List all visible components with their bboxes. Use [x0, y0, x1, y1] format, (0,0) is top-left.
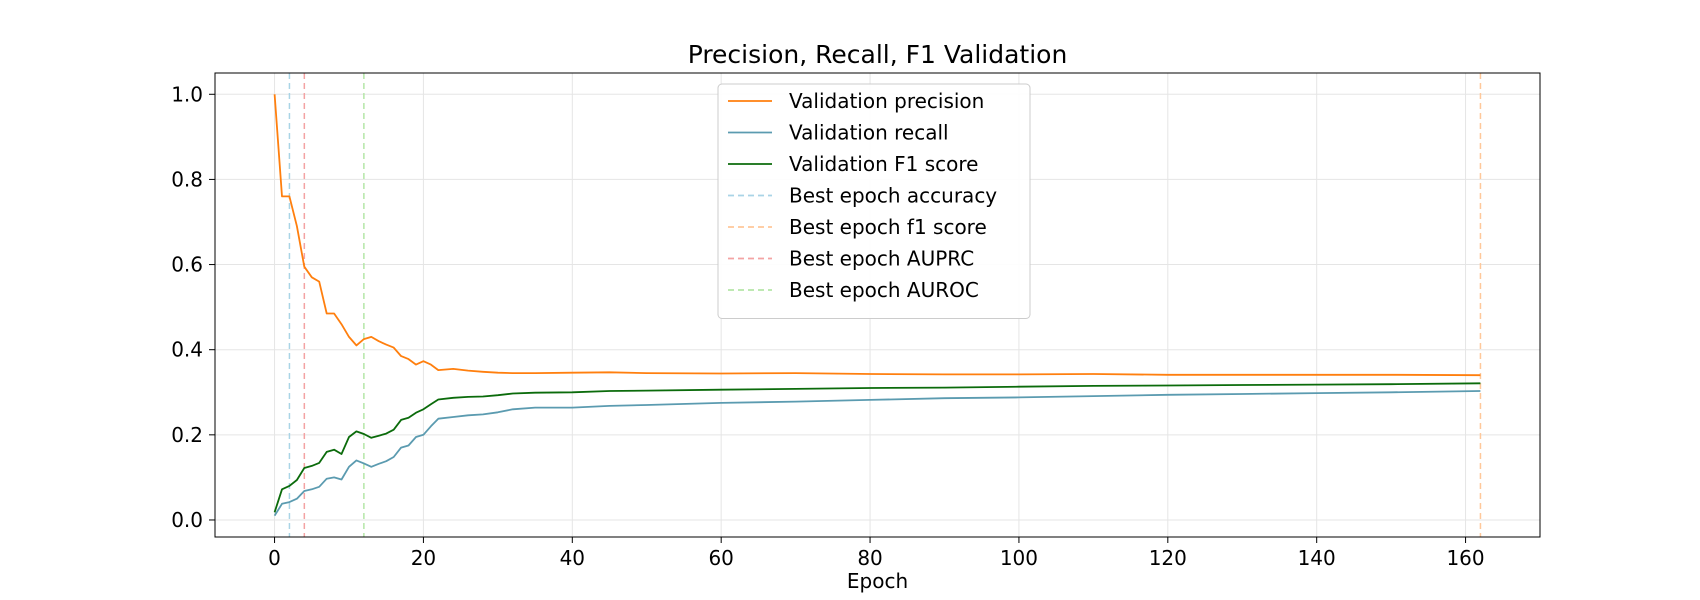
x-tick-label: 80: [857, 546, 882, 570]
x-tick-label: 60: [708, 546, 733, 570]
legend-label: Best epoch accuracy: [789, 184, 997, 208]
legend-label: Validation F1 score: [789, 152, 978, 176]
plot-frame: [214, 72, 1541, 538]
y-tick-label: 0.2: [171, 423, 203, 447]
series-line-validation-precision: [273, 94, 1481, 377]
chart-title: Precision, Recall, F1 Validation: [688, 40, 1068, 69]
legend-label: Best epoch AUPRC: [789, 247, 974, 271]
x-tick-label: 160: [1446, 546, 1484, 570]
legend-box: [717, 83, 1031, 319]
x-tick-label: 120: [1149, 546, 1187, 570]
legend-label: Validation recall: [789, 121, 949, 145]
legend: Validation precision Validation recall Val…: [717, 83, 1031, 319]
series-line-validation-recall: [273, 390, 1481, 517]
y-axis-ticks: 0.0 0.2 0.4 0.6 0.8 1.0: [171, 82, 215, 532]
legend-label: Best epoch f1 score: [789, 215, 987, 239]
x-tick-label: 140: [1298, 546, 1336, 570]
y-tick-label: 0.0: [171, 508, 203, 532]
x-tick-label: 20: [411, 546, 436, 570]
x-tick-label: 0: [268, 546, 281, 570]
y-tick-label: 0.8: [171, 167, 203, 191]
x-axis-ticks: 0 20 40 60 80 100 120 140 160: [268, 537, 1485, 570]
y-tick-label: 0.6: [171, 253, 203, 277]
vertical-lines: [288, 73, 1482, 537]
series-line-validation-f1-score: [273, 382, 1481, 513]
legend-label: Validation precision: [789, 89, 984, 113]
x-axis-label: Epoch: [847, 569, 908, 593]
series-lines: [273, 94, 1481, 517]
y-tick-label: 0.4: [171, 338, 203, 362]
y-tick-label: 1.0: [171, 82, 203, 106]
legend-label: Best epoch AUROC: [789, 278, 979, 302]
x-tick-label: 100: [1000, 546, 1038, 570]
x-tick-label: 40: [560, 546, 585, 570]
